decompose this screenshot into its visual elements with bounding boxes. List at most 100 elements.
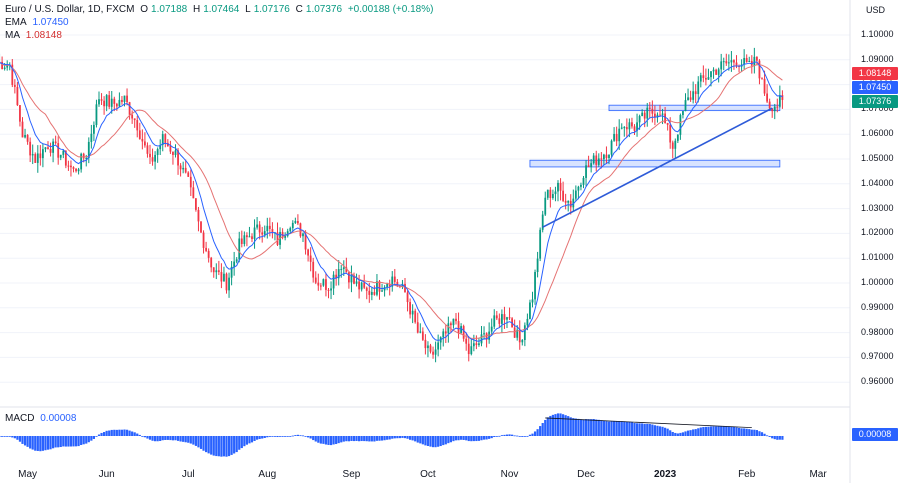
macd-bar (133, 432, 136, 436)
macd-bar (365, 436, 368, 442)
macd-bar (740, 428, 743, 436)
macd-bar (97, 434, 101, 436)
macd-bar (595, 419, 598, 436)
macd-bar (95, 436, 98, 437)
candle-body (444, 331, 447, 334)
macd-bar (439, 436, 442, 447)
trend-line (542, 107, 773, 228)
macd-bar (46, 436, 50, 450)
candle-body (554, 191, 557, 195)
macd-bar (342, 436, 345, 442)
candle-body (452, 318, 455, 326)
candle-body (11, 64, 14, 85)
ema-line (0, 61, 783, 342)
macd-bar (597, 419, 600, 436)
candle-body (587, 165, 590, 168)
ma-legend[interactable]: MA 1.08148 (5, 30, 62, 42)
macd-bar (737, 427, 741, 436)
macd-bar (332, 436, 335, 445)
candle-body (745, 57, 748, 62)
candle-body (409, 302, 411, 315)
candle-body (197, 209, 200, 222)
candle-body (26, 134, 29, 142)
macd-bar (480, 436, 483, 441)
macd-bar (414, 436, 417, 442)
candle-body (13, 84, 16, 87)
candle-body (628, 122, 631, 130)
ema-legend[interactable]: EMA 1.07450 (5, 17, 69, 29)
candle-body (169, 146, 172, 152)
macd-bar (347, 436, 350, 442)
macd-bar (335, 436, 338, 445)
macd-bar (584, 419, 588, 436)
macd-bar (403, 436, 407, 439)
macd-bar (59, 436, 62, 448)
price-tick-label: 1.06000 (861, 128, 894, 139)
macd-divergence-line (545, 417, 752, 429)
macd-bar (161, 436, 164, 441)
macd-bar (240, 436, 243, 449)
candle-body (648, 107, 651, 109)
macd-bar (386, 436, 389, 440)
candle-body (202, 232, 205, 248)
candle-body (521, 340, 524, 343)
candle-body (572, 198, 575, 208)
macd-bar (641, 423, 644, 436)
macd-bar (358, 436, 361, 442)
macd-bar (312, 436, 315, 441)
candle-body (697, 81, 700, 95)
candle-body (470, 346, 473, 355)
macd-bar (735, 427, 738, 436)
macd-legend[interactable]: MACD 0.00008 (5, 413, 76, 425)
candle-body (161, 134, 164, 146)
candle-body (228, 277, 230, 291)
candle-body (75, 168, 77, 172)
close-value: 1.07376 (305, 4, 343, 15)
macd-bar (442, 436, 445, 446)
macd-bar (628, 421, 631, 436)
candle-body (355, 281, 358, 284)
candle-body (562, 190, 564, 201)
macd-bar (401, 436, 404, 438)
price-tick-label: 1.00000 (861, 277, 894, 287)
macd-bar (110, 429, 113, 436)
macd-bar (452, 436, 455, 442)
macd-bar (187, 436, 190, 443)
candle-body (159, 145, 162, 150)
candle-body (317, 282, 320, 286)
candle-body (694, 91, 697, 95)
candle-body (495, 315, 498, 319)
macd-bar (360, 436, 363, 442)
candle-body (121, 99, 123, 102)
candle-body (149, 153, 151, 158)
candle-body (503, 314, 506, 320)
macd-bar (148, 436, 152, 440)
macd-bar (380, 436, 384, 441)
candle-body (223, 273, 225, 282)
candle-body (47, 147, 49, 149)
macd-bar (503, 434, 506, 436)
candle-body (416, 322, 419, 333)
candle-body (348, 272, 350, 283)
macd-bar (516, 435, 519, 437)
macd-bar (495, 436, 498, 437)
candle-body (725, 61, 728, 64)
macd-bar (146, 436, 149, 439)
macd-bar (11, 436, 14, 438)
macd-bar (250, 436, 254, 443)
macd-histogram (0, 413, 784, 457)
candle-body (516, 329, 519, 338)
candle-body (447, 323, 450, 334)
macd-bar (579, 419, 583, 436)
macd-bar (103, 432, 106, 436)
macd-bar (753, 429, 756, 436)
candle-body (585, 165, 587, 178)
candle-body (722, 61, 725, 63)
candle-body (534, 271, 536, 300)
macd-bar (337, 436, 340, 444)
candle-body (689, 97, 692, 100)
macd-bar (692, 429, 695, 436)
macd-bar (610, 421, 613, 436)
macd-bar (36, 436, 39, 451)
